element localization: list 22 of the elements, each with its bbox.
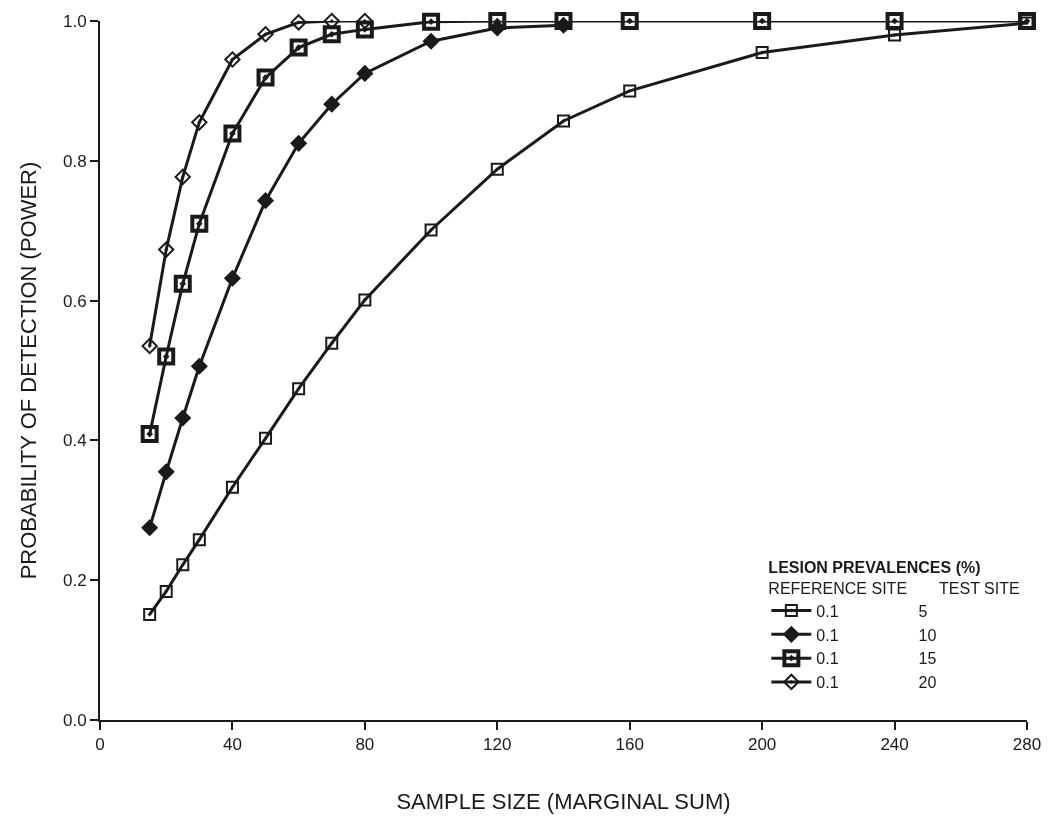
- x-tick-label: 160: [615, 735, 644, 755]
- x-tick-label: 280: [1012, 735, 1042, 755]
- x-axis-title: SAMPLE SIZE (MARGINAL SUM): [396, 788, 731, 814]
- legend-label: 0.1 15: [816, 650, 937, 668]
- y-tick-label: 0.2: [62, 571, 87, 591]
- legend-label: 0.1 10: [816, 626, 937, 644]
- y-tick-label: 1.0: [62, 11, 87, 31]
- legend-title: LESION PREVALENCES (%): [768, 558, 981, 576]
- y-tick-label: 0.8: [62, 151, 87, 171]
- x-tick-label: 40: [222, 735, 242, 755]
- y-axis-title: PROBABILITY OF DETECTION (POWER): [16, 161, 42, 580]
- x-tick-label: 240: [880, 735, 909, 755]
- x-tick-label: 0: [95, 735, 105, 755]
- x-tick-label: 200: [747, 735, 777, 755]
- y-tick-label: 0.6: [62, 291, 87, 311]
- y-tick-label: 0.0: [62, 710, 87, 730]
- text: REFERENCE SITE TEST SITE: [768, 579, 1020, 597]
- legend-label: 0.1 20: [816, 674, 937, 692]
- legend-label: 0.1 5: [816, 602, 928, 620]
- x-tick-label: 120: [483, 735, 512, 755]
- y-tick-label: 0.4: [62, 431, 87, 451]
- x-tick-label: 80: [355, 735, 375, 755]
